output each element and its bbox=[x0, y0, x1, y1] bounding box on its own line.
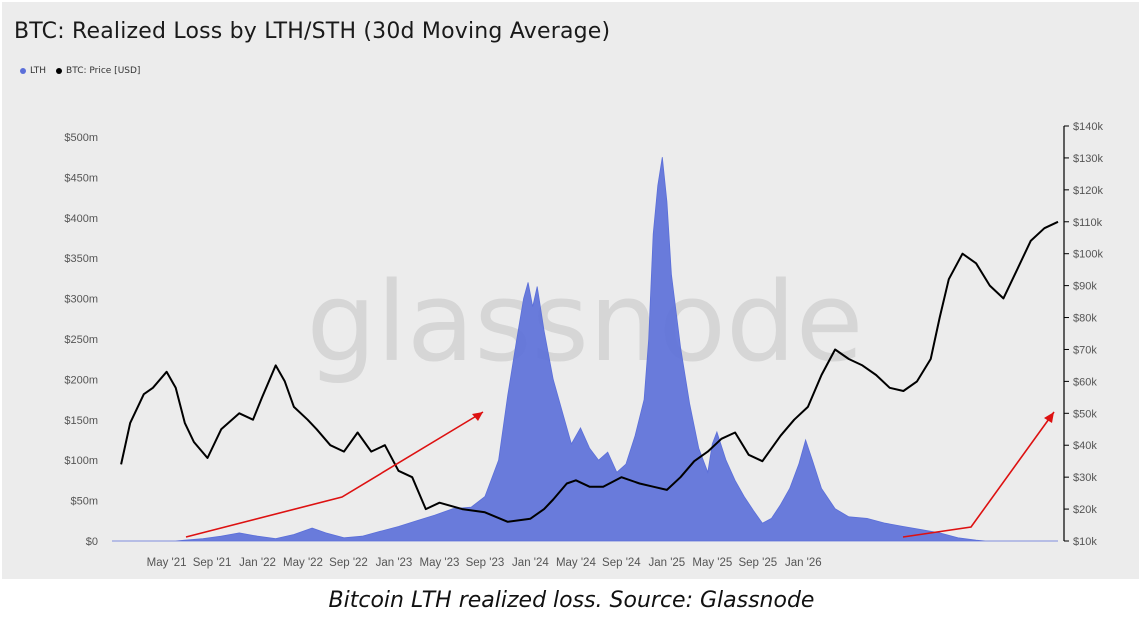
y-left-tick-label: $0 bbox=[86, 536, 98, 548]
x-tick-label: May '24 bbox=[556, 557, 597, 569]
x-tick-label: May '22 bbox=[283, 557, 323, 569]
caption: Bitcoin LTH realized loss. Source: Glass… bbox=[328, 588, 815, 613]
y-left-tick-label: $100m bbox=[64, 455, 98, 467]
y-left-tick-label: $250m bbox=[64, 334, 98, 346]
trend-arrow-head bbox=[472, 412, 483, 421]
x-tick-label: May '21 bbox=[147, 557, 187, 569]
y-right-tick-label: $10k bbox=[1073, 536, 1097, 548]
y-right-tick-label: $40k bbox=[1073, 440, 1097, 452]
trend-arrow-line bbox=[185, 411, 484, 538]
x-tick-label: Sep '24 bbox=[602, 557, 641, 569]
y-right-tick-label: $60k bbox=[1073, 376, 1097, 388]
y-left-tick-label: $450m bbox=[64, 172, 98, 184]
x-tick-label: Jan '23 bbox=[376, 557, 413, 569]
lth-area bbox=[112, 157, 1058, 542]
legend-dot-icon bbox=[56, 68, 63, 74]
chart-title: BTC: Realized Loss by LTH/STH (30d Movin… bbox=[14, 19, 611, 44]
y-right-tick-label: $140k bbox=[1073, 121, 1103, 133]
x-tick-label: Sep '22 bbox=[329, 557, 368, 569]
legend-dot-icon bbox=[20, 68, 26, 74]
y-left-tick-label: $400m bbox=[64, 213, 98, 225]
watermark: glassnode bbox=[307, 258, 864, 386]
y-right-tick-label: $50k bbox=[1073, 408, 1097, 420]
x-tick-label: Sep '23 bbox=[466, 557, 505, 569]
x-tick-label: Sep '21 bbox=[193, 557, 232, 569]
btc-price-line bbox=[120, 220, 1059, 523]
y-left-tick-label: $500m bbox=[64, 132, 98, 144]
x-tick-label: Jan '22 bbox=[239, 557, 276, 569]
y-right-tick-label: $70k bbox=[1073, 344, 1097, 356]
y-right-tick-label: $110k bbox=[1073, 217, 1103, 229]
legend-item-price[interactable]: BTC: Price [USD] bbox=[56, 66, 140, 76]
trend-arrow-head bbox=[1044, 412, 1054, 423]
trend-arrow-line bbox=[902, 411, 1055, 538]
y-right-tick-label: $80k bbox=[1073, 313, 1097, 325]
x-tick-label: Sep '25 bbox=[738, 557, 777, 569]
x-tick-label: Jan '25 bbox=[648, 557, 685, 569]
legend-item-lth[interactable]: LTH bbox=[20, 66, 46, 76]
y-left-tick-label: $150m bbox=[64, 415, 98, 427]
y-right-tick-label: $90k bbox=[1073, 281, 1097, 293]
legend: LTH BTC: Price [USD] bbox=[20, 66, 140, 76]
y-right-tick-label: $20k bbox=[1073, 504, 1097, 516]
x-tick-label: May '25 bbox=[692, 557, 732, 569]
y-right-tick-label: $120k bbox=[1073, 185, 1103, 197]
x-tick-label: Jan '24 bbox=[512, 557, 549, 569]
y-right-tick-label: $30k bbox=[1073, 472, 1097, 484]
y-right-tick-label: $130k bbox=[1073, 153, 1103, 165]
legend-label-lth: LTH bbox=[30, 66, 47, 76]
x-tick-label: May '23 bbox=[420, 557, 460, 569]
y-right-tick-label: $100k bbox=[1073, 249, 1103, 261]
chart-svg: glassnode $0 $50m $100m $150m $200m $250m $300m… bbox=[64, 121, 1103, 569]
y-left-tick-label: $300m bbox=[64, 294, 98, 306]
y-left-tick-label: $200m bbox=[64, 374, 98, 386]
y-left-tick-label: $50m bbox=[70, 496, 98, 508]
y-left-tick-label: $350m bbox=[64, 253, 98, 265]
legend-label-price: BTC: Price [USD] bbox=[66, 66, 141, 76]
x-tick-label: Jan '26 bbox=[785, 557, 822, 569]
